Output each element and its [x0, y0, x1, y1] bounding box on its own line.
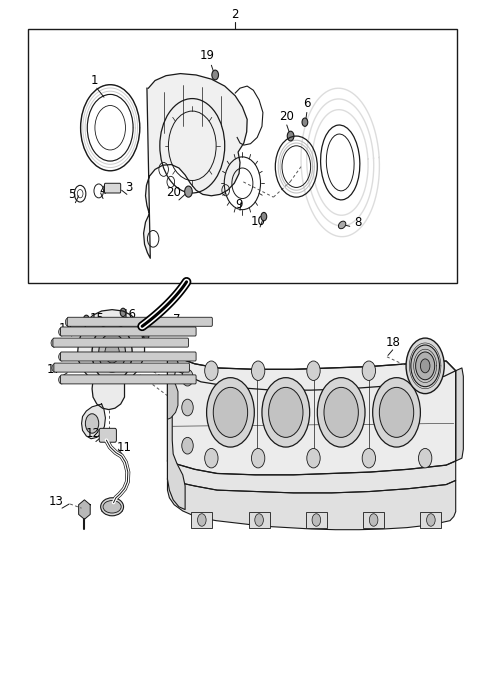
Circle shape — [261, 213, 267, 221]
Text: 6: 6 — [303, 98, 311, 110]
Text: 19: 19 — [200, 49, 215, 63]
Circle shape — [106, 431, 111, 439]
Circle shape — [372, 378, 420, 447]
Text: 16: 16 — [121, 308, 136, 321]
Circle shape — [307, 361, 320, 381]
Circle shape — [182, 437, 193, 454]
Text: 2: 2 — [231, 8, 239, 21]
Polygon shape — [168, 355, 456, 475]
Circle shape — [324, 388, 359, 437]
Circle shape — [406, 338, 444, 394]
Circle shape — [84, 315, 89, 323]
Circle shape — [362, 448, 375, 468]
Circle shape — [312, 514, 321, 526]
Polygon shape — [144, 74, 247, 259]
Circle shape — [182, 399, 193, 416]
Text: 12: 12 — [86, 427, 101, 440]
Polygon shape — [168, 479, 456, 530]
Polygon shape — [168, 461, 456, 493]
Circle shape — [427, 514, 435, 526]
Circle shape — [142, 331, 149, 341]
FancyBboxPatch shape — [60, 327, 196, 336]
FancyBboxPatch shape — [60, 375, 196, 384]
Text: 10: 10 — [251, 215, 265, 229]
FancyBboxPatch shape — [60, 352, 196, 361]
Bar — [249, 512, 270, 528]
Circle shape — [369, 514, 378, 526]
Circle shape — [362, 361, 375, 381]
Circle shape — [105, 342, 119, 363]
Circle shape — [419, 361, 432, 381]
Ellipse shape — [101, 498, 123, 516]
Text: 11: 11 — [117, 441, 132, 454]
FancyBboxPatch shape — [54, 363, 190, 372]
Polygon shape — [456, 368, 463, 461]
Circle shape — [379, 388, 414, 437]
Circle shape — [198, 514, 206, 526]
Circle shape — [269, 388, 303, 437]
Text: 4: 4 — [99, 184, 107, 197]
Circle shape — [51, 339, 57, 347]
Circle shape — [411, 345, 440, 387]
Text: 18: 18 — [385, 335, 400, 348]
Circle shape — [185, 186, 192, 197]
Text: 17: 17 — [47, 363, 61, 376]
Circle shape — [59, 353, 64, 361]
Circle shape — [65, 318, 71, 326]
Text: 8: 8 — [355, 216, 362, 229]
Circle shape — [59, 376, 64, 384]
Text: 7: 7 — [173, 313, 181, 326]
Circle shape — [307, 448, 320, 468]
Polygon shape — [168, 376, 178, 420]
Circle shape — [420, 359, 430, 373]
Circle shape — [302, 118, 308, 126]
Bar — [363, 512, 384, 528]
Text: 14: 14 — [58, 321, 73, 335]
Circle shape — [252, 448, 265, 468]
Circle shape — [252, 361, 265, 381]
Text: 5: 5 — [68, 188, 76, 201]
Circle shape — [99, 333, 125, 372]
Text: 15: 15 — [89, 312, 104, 325]
Bar — [28, 29, 457, 282]
Text: 3: 3 — [126, 181, 133, 194]
Circle shape — [262, 378, 310, 447]
Circle shape — [213, 388, 248, 437]
Polygon shape — [168, 355, 456, 390]
Circle shape — [92, 323, 132, 382]
Circle shape — [206, 378, 254, 447]
FancyBboxPatch shape — [99, 429, 116, 442]
FancyBboxPatch shape — [53, 338, 189, 347]
FancyBboxPatch shape — [67, 317, 212, 326]
Circle shape — [120, 308, 126, 316]
Circle shape — [204, 361, 218, 381]
Circle shape — [52, 364, 58, 372]
Bar — [306, 512, 327, 528]
Bar — [420, 512, 442, 528]
Circle shape — [204, 448, 218, 468]
Bar — [192, 512, 212, 528]
Circle shape — [255, 514, 264, 526]
Polygon shape — [82, 404, 106, 438]
Polygon shape — [168, 355, 185, 510]
Circle shape — [85, 414, 99, 434]
Text: 20: 20 — [166, 186, 180, 199]
Text: 13: 13 — [49, 495, 64, 508]
Circle shape — [182, 369, 193, 386]
FancyBboxPatch shape — [105, 183, 120, 193]
Text: 20: 20 — [279, 110, 294, 123]
Circle shape — [317, 378, 365, 447]
Circle shape — [416, 352, 435, 380]
Circle shape — [287, 131, 294, 141]
Circle shape — [59, 328, 64, 336]
Text: 1: 1 — [91, 74, 98, 87]
Ellipse shape — [103, 500, 121, 513]
Ellipse shape — [338, 221, 346, 229]
Polygon shape — [78, 309, 144, 410]
Circle shape — [419, 448, 432, 468]
Circle shape — [212, 70, 218, 80]
Text: 9: 9 — [235, 198, 243, 211]
Polygon shape — [79, 500, 90, 519]
